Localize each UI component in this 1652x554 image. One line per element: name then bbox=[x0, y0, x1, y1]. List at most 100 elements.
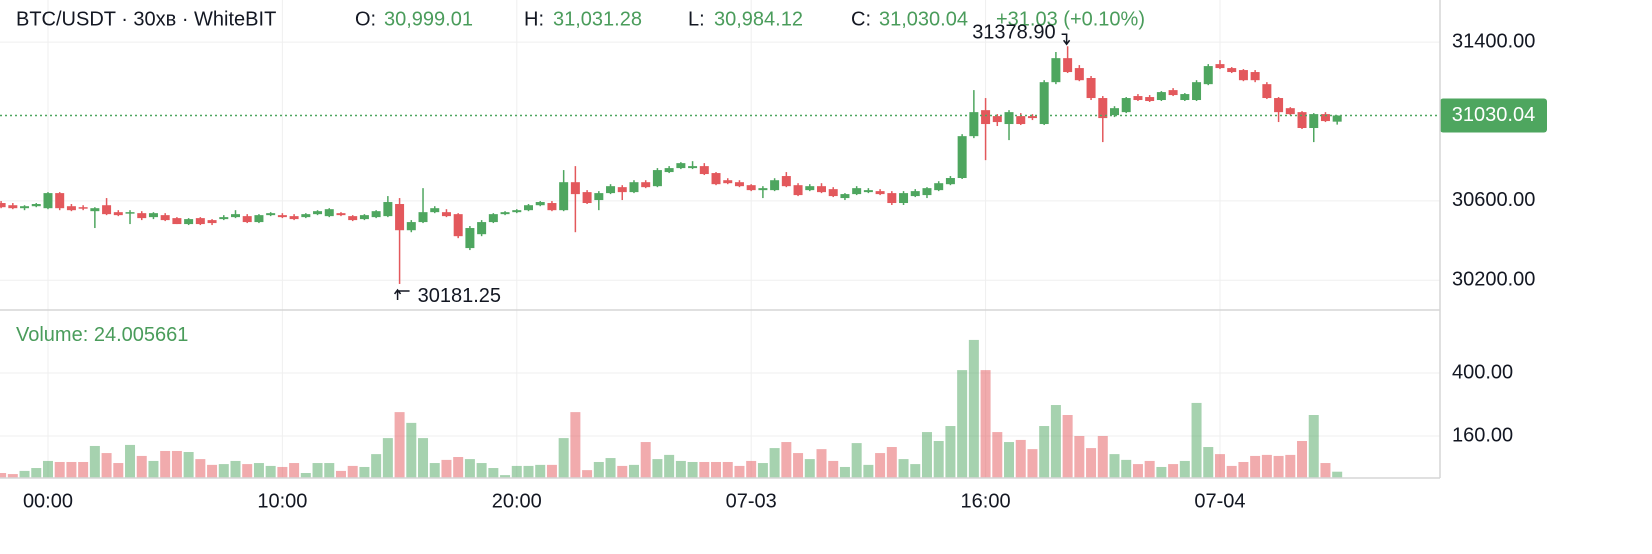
candle-body bbox=[1238, 70, 1248, 81]
volume-bar bbox=[136, 455, 147, 478]
candle-body bbox=[793, 185, 803, 196]
candle-body bbox=[324, 209, 334, 217]
y-tick-label: 400.00 bbox=[1452, 361, 1513, 383]
candle-body bbox=[1203, 66, 1213, 85]
ohlc-key: L: bbox=[688, 8, 705, 30]
candle-body bbox=[1016, 116, 1026, 125]
candle-body bbox=[383, 202, 393, 217]
volume-bar bbox=[652, 459, 663, 478]
candle-body bbox=[852, 188, 862, 195]
candle-body bbox=[547, 203, 557, 211]
candle-body bbox=[934, 183, 944, 191]
volume-bar bbox=[628, 464, 639, 478]
candle-body bbox=[102, 205, 112, 215]
candle-body bbox=[90, 208, 100, 212]
volume-bar bbox=[992, 432, 1003, 478]
volume-bar bbox=[42, 460, 53, 478]
volume-bar bbox=[746, 460, 757, 478]
annotation-arrow bbox=[393, 288, 410, 300]
candle-body bbox=[406, 222, 416, 231]
candle-body bbox=[148, 213, 158, 218]
candle-body bbox=[981, 110, 991, 125]
candle-body bbox=[1285, 108, 1295, 115]
x-tick-label: 10:00 bbox=[257, 490, 307, 512]
candle-body bbox=[441, 212, 451, 217]
candle-body bbox=[910, 191, 920, 197]
volume-bar bbox=[1285, 454, 1296, 478]
volume-bar bbox=[816, 449, 827, 478]
candle-body bbox=[488, 214, 498, 223]
volume-bar bbox=[511, 465, 522, 478]
volume-bar bbox=[687, 461, 698, 478]
candle-body bbox=[758, 188, 768, 191]
volume-bar bbox=[851, 443, 862, 478]
volume-bar bbox=[886, 447, 897, 478]
volume-bar bbox=[711, 461, 722, 478]
candle-body bbox=[1156, 92, 1166, 101]
candle-body bbox=[1215, 64, 1225, 69]
x-tick-label: 00:00 bbox=[23, 490, 73, 512]
candle-body bbox=[535, 202, 545, 206]
candle-body bbox=[992, 116, 1002, 123]
volume-bar bbox=[828, 460, 839, 478]
volume-bar bbox=[464, 459, 475, 478]
volume-bar bbox=[523, 465, 534, 478]
candle-body bbox=[1332, 115, 1342, 122]
candle-body bbox=[195, 218, 205, 225]
candle-body bbox=[781, 176, 791, 187]
volume-bar bbox=[1238, 461, 1249, 478]
volume-bar bbox=[195, 459, 206, 478]
candle-body bbox=[231, 214, 240, 218]
volume-bar bbox=[1156, 466, 1167, 478]
ohlc-value: 31,030.04 bbox=[879, 8, 968, 30]
candle-body bbox=[395, 204, 405, 231]
volume-bar bbox=[535, 464, 546, 478]
volume-bar bbox=[1039, 426, 1050, 478]
candle-body bbox=[277, 215, 287, 218]
volume-bar bbox=[804, 459, 815, 478]
volume-bar bbox=[453, 457, 464, 478]
annotation: 30181.25 bbox=[418, 285, 501, 307]
candle-body bbox=[1098, 98, 1108, 119]
candle-body bbox=[348, 216, 358, 221]
candle-body bbox=[1180, 94, 1190, 101]
volume-bar bbox=[1308, 415, 1319, 478]
volume-bar bbox=[78, 461, 89, 478]
candle-body bbox=[1051, 58, 1061, 83]
candle-body bbox=[652, 170, 662, 187]
candle-body bbox=[1074, 68, 1084, 81]
volume-bar bbox=[664, 454, 675, 478]
candle-body bbox=[336, 213, 346, 216]
candle-body bbox=[1320, 114, 1330, 122]
volume-bar bbox=[324, 463, 335, 478]
y-tick-label: 31400.00 bbox=[1452, 30, 1535, 52]
candle-body bbox=[113, 212, 123, 216]
volume-bar bbox=[734, 465, 745, 478]
candle-body bbox=[1262, 84, 1272, 99]
volume-bar bbox=[335, 470, 346, 478]
candle-body bbox=[1227, 68, 1237, 73]
candle-body bbox=[699, 166, 709, 175]
last-price-label: 31030.04 bbox=[1452, 104, 1535, 126]
candle-body bbox=[1121, 98, 1131, 113]
volume-bar bbox=[593, 461, 604, 478]
candle-body bbox=[1297, 112, 1307, 129]
volume-bar bbox=[957, 370, 968, 478]
volume-bar bbox=[793, 453, 804, 478]
volume-bar bbox=[418, 438, 429, 478]
volume-bar bbox=[921, 432, 932, 478]
volume-bar bbox=[406, 422, 417, 478]
candle-body bbox=[512, 210, 522, 213]
candle-body bbox=[629, 182, 639, 193]
volume-bar bbox=[558, 438, 569, 478]
candle-body bbox=[559, 182, 569, 211]
candle-body bbox=[0, 203, 6, 208]
volume-bar bbox=[605, 458, 616, 478]
volume-label: Volume: 24.005661 bbox=[16, 324, 188, 346]
volume-bar bbox=[1214, 454, 1225, 478]
volume-bar bbox=[101, 453, 112, 478]
candle-body bbox=[43, 193, 53, 209]
candle-body bbox=[219, 217, 229, 220]
volume-bar bbox=[0, 473, 7, 478]
candle-body bbox=[1086, 77, 1096, 99]
